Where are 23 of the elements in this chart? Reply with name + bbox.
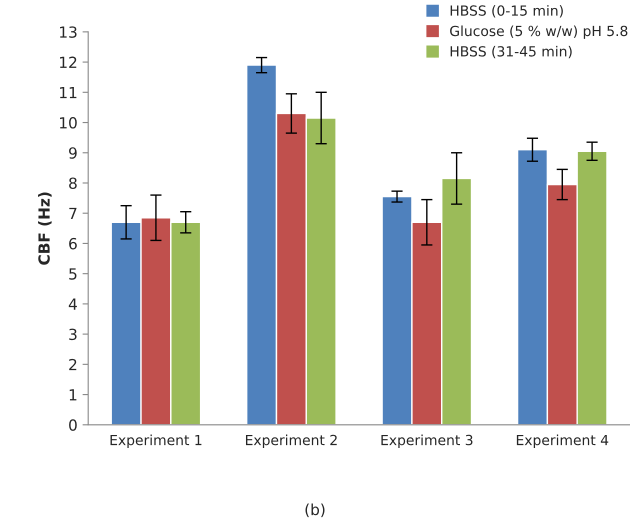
legend-label: HBSS (0-15 min) [450,5,563,18]
x-tick-label: Experiment 3 [381,434,472,448]
legend-label: Glucose (5 % w/w) pH 5.8 [450,25,628,39]
y-tick-label: 12 [60,56,76,68]
x-tick-label: Experiment 1 [110,434,202,448]
y-tick-label: 0 [69,419,77,431]
y-tick-label: 10 [60,117,77,129]
y-tick-label: 13 [60,26,77,38]
y-tick-label: 4 [68,298,77,310]
y-tick-label: 6 [69,238,77,250]
text: (b) [306,503,324,518]
x-tick-label: Experiment 2 [246,434,337,448]
y-tick-label: 1 [70,389,76,400]
x-tick-label: Experiment 4 [516,434,608,448]
y-tick-label: 5 [69,268,76,280]
y-tick-label: 7 [69,208,76,220]
y-tick-label: 8 [69,177,77,190]
y-tick-label: 11 [60,86,76,98]
y-axis-title: CBF (Hz) [38,192,52,265]
y-tick-label: 3 [69,328,77,340]
y-tick-label: 9 [69,147,77,159]
legend-label: HBSS (31-45 min) [450,46,572,58]
y-tick-label: 2 [69,358,76,370]
